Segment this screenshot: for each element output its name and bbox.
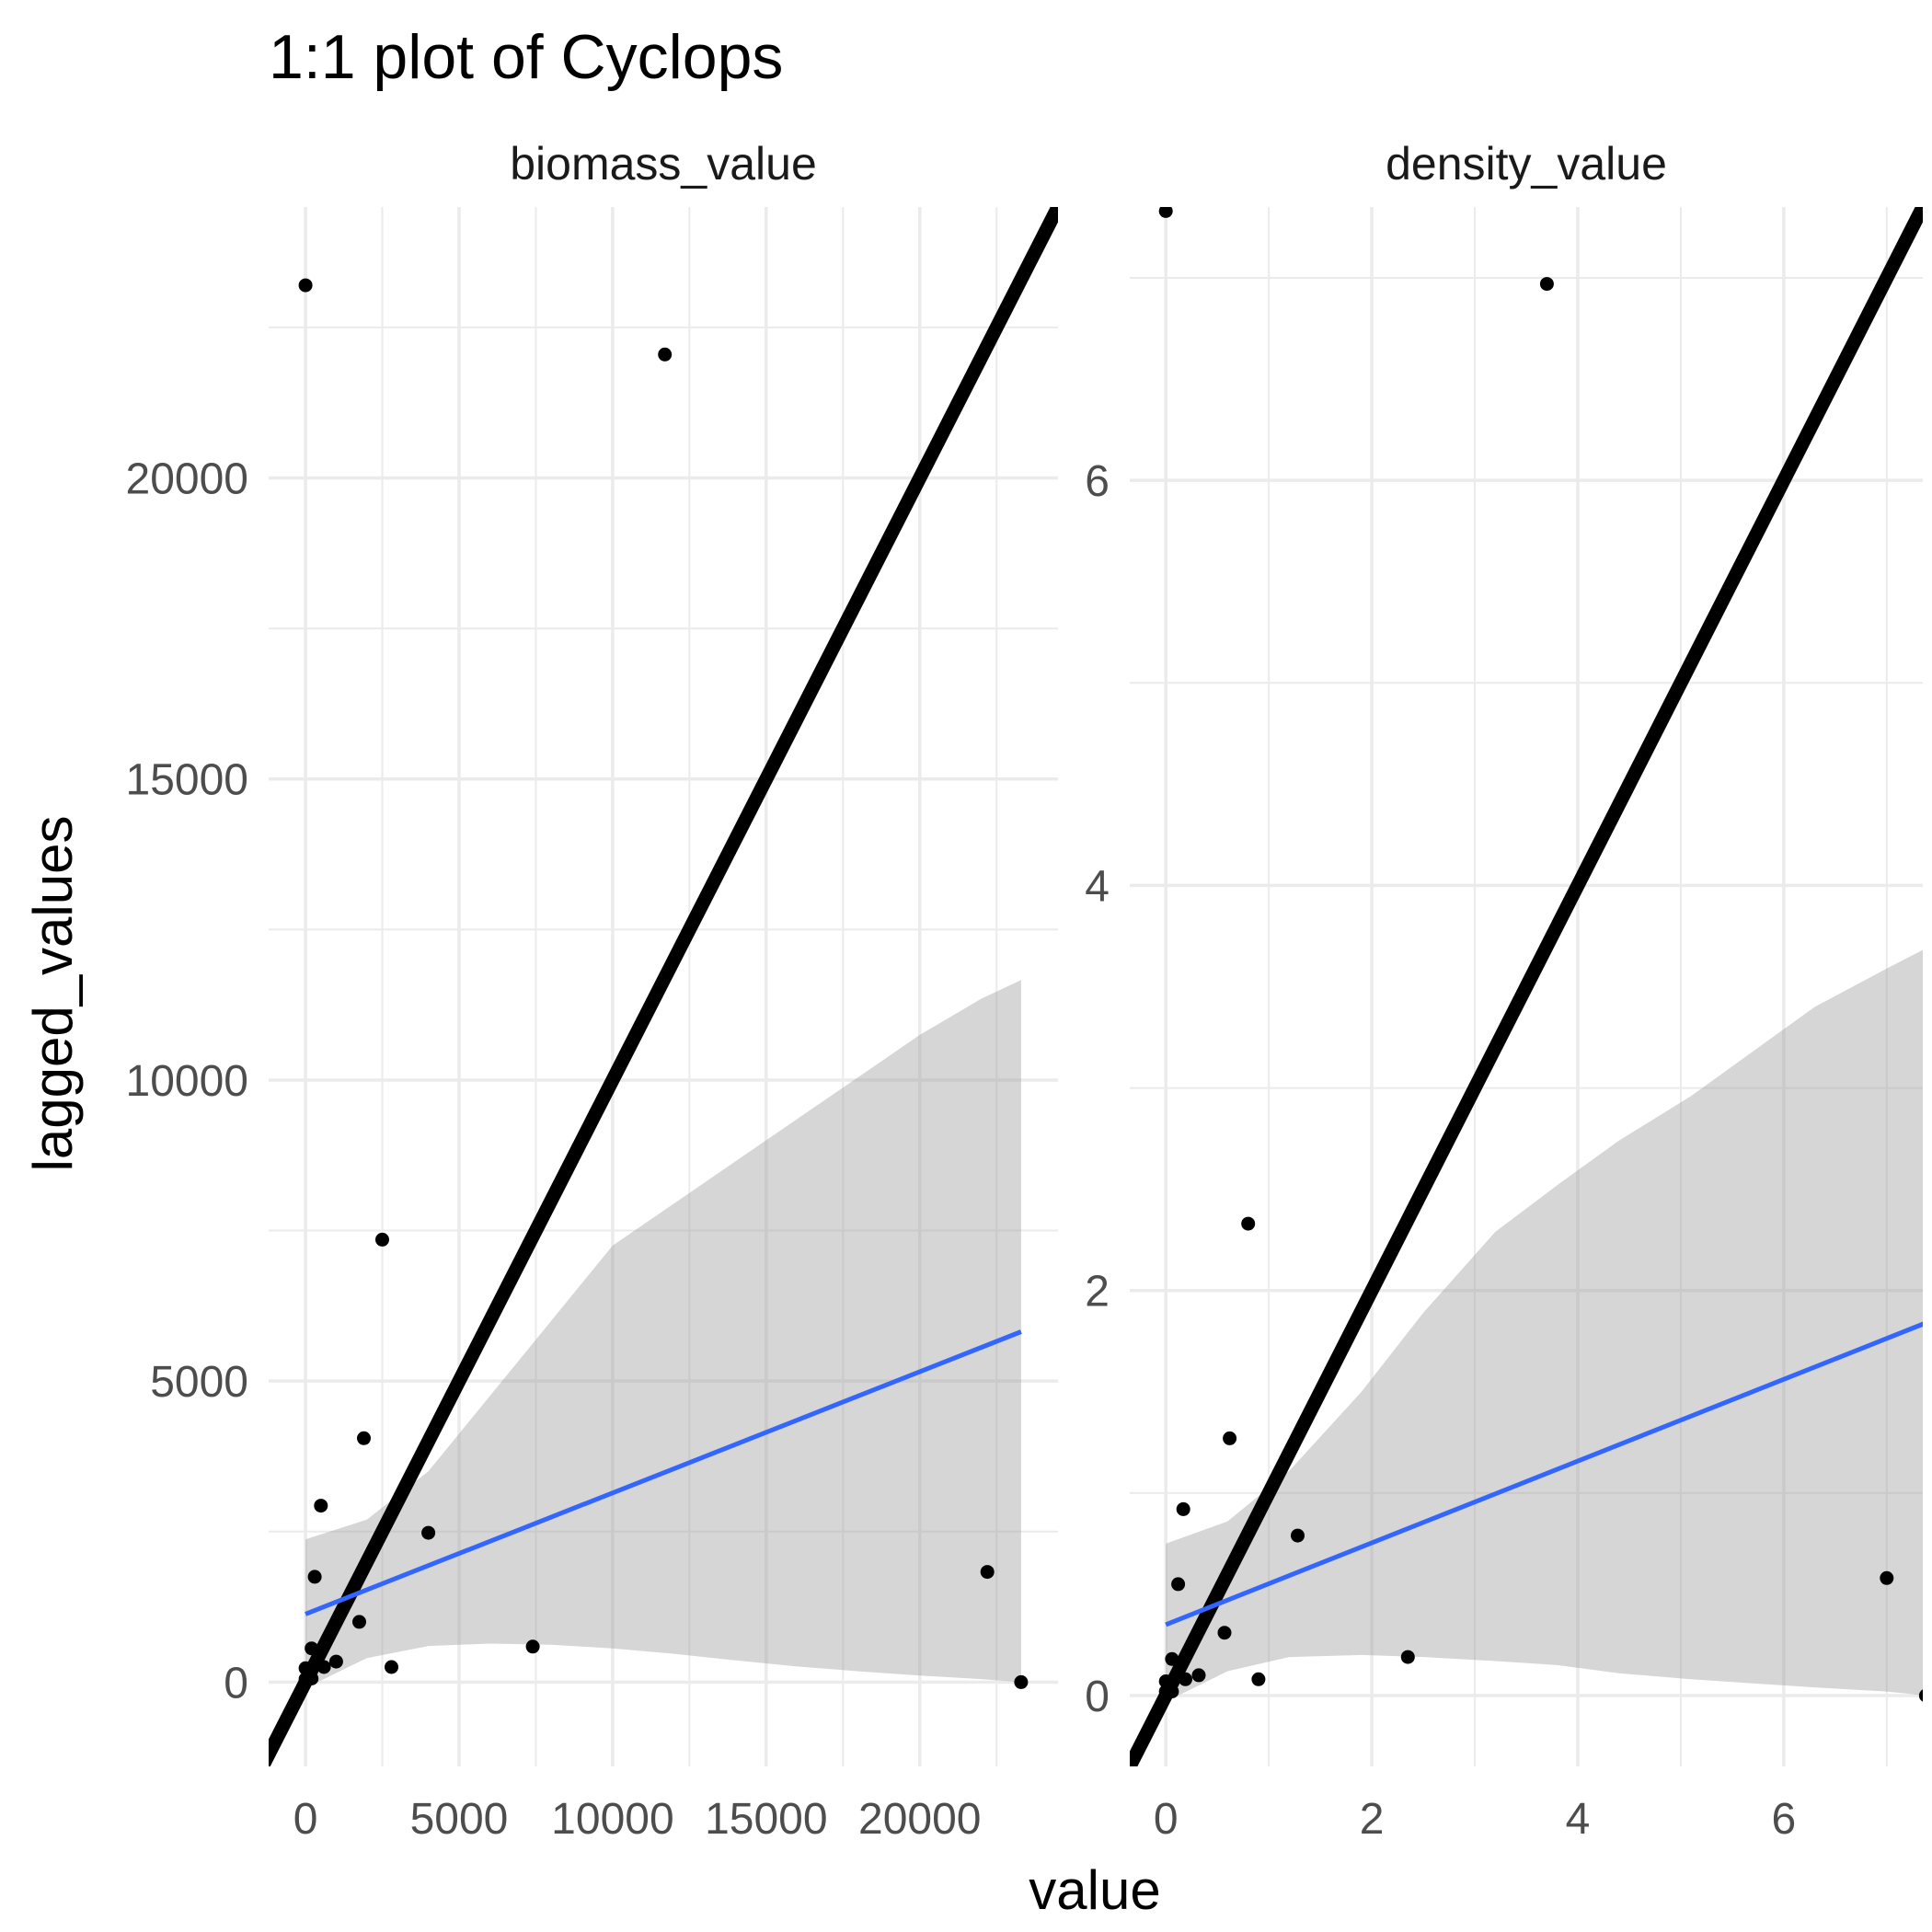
data-point bbox=[1918, 1689, 1923, 1702]
facets: biomass_value 0 5000 10000 15000 20000 0 5000 10… bbox=[126, 138, 1923, 1844]
data-point bbox=[357, 1431, 371, 1445]
chart-title: 1:1 plot of Cyclops bbox=[269, 22, 783, 92]
data-point bbox=[658, 347, 673, 362]
y-tick-label: 6 bbox=[1085, 457, 1110, 506]
data-point bbox=[1539, 277, 1554, 292]
data-point bbox=[1400, 1650, 1415, 1664]
x-tick-label: 2 bbox=[1360, 1795, 1385, 1844]
data-point bbox=[1171, 1577, 1186, 1592]
y-tick-label: 5000 bbox=[150, 1358, 248, 1407]
data-point bbox=[352, 1615, 366, 1629]
facet-strip-label: density_value bbox=[1386, 138, 1667, 190]
data-point bbox=[1014, 1674, 1029, 1689]
data-point bbox=[1241, 1216, 1256, 1231]
data-point bbox=[1176, 1501, 1190, 1516]
y-tick-label: 0 bbox=[224, 1659, 248, 1708]
y-tick-label: 4 bbox=[1085, 862, 1110, 911]
data-point bbox=[525, 1639, 540, 1654]
x-tick-label: 4 bbox=[1566, 1795, 1591, 1844]
x-tick-label: 5000 bbox=[410, 1795, 509, 1844]
data-point bbox=[1291, 1528, 1305, 1543]
x-tick-label: 6 bbox=[1772, 1795, 1797, 1844]
fit-line bbox=[1165, 1321, 1923, 1627]
data-point bbox=[1217, 1626, 1232, 1640]
data-point bbox=[328, 1654, 343, 1669]
y-tick-label: 15000 bbox=[126, 756, 248, 805]
panel-content bbox=[269, 207, 1058, 1766]
identity-line bbox=[269, 207, 1058, 1766]
y-axis-label: lagged_values bbox=[22, 816, 84, 1172]
data-point bbox=[314, 1499, 328, 1513]
y-tick-label: 10000 bbox=[126, 1057, 248, 1106]
x-tick-label: 0 bbox=[293, 1795, 318, 1844]
data-point bbox=[1223, 1431, 1237, 1445]
x-tick-label: 15000 bbox=[705, 1795, 827, 1844]
y-tick-label: 0 bbox=[1085, 1673, 1110, 1721]
y-tick-label: 2 bbox=[1085, 1268, 1110, 1317]
data-point bbox=[421, 1525, 436, 1540]
confidence-band bbox=[1166, 949, 1923, 1702]
panel-content bbox=[1130, 207, 1923, 1766]
data-point bbox=[1191, 1668, 1206, 1683]
facet-panel-biomass_value: biomass_value 0 5000 10000 15000 20000 0 5000 10… bbox=[126, 138, 1058, 1844]
x-axis-label: value bbox=[1029, 1859, 1160, 1921]
data-point bbox=[980, 1565, 995, 1580]
data-point bbox=[1251, 1672, 1266, 1686]
identity-line bbox=[1130, 207, 1923, 1766]
x-tick-label: 10000 bbox=[551, 1795, 673, 1844]
facet-panel-density_value: density_value 0 2 4 6 0 2 4 6 bbox=[1085, 138, 1923, 1844]
data-point bbox=[1158, 207, 1173, 218]
data-point bbox=[375, 1232, 389, 1247]
x-tick-label: 20000 bbox=[858, 1795, 981, 1844]
facet-strip-label: biomass_value bbox=[510, 138, 817, 190]
data-point bbox=[385, 1660, 398, 1674]
data-point bbox=[298, 278, 313, 293]
data-point bbox=[307, 1570, 322, 1584]
fit-line bbox=[305, 1329, 1022, 1616]
y-tick-label: 20000 bbox=[126, 454, 248, 503]
x-tick-label: 0 bbox=[1154, 1795, 1179, 1844]
confidence-band bbox=[305, 980, 1021, 1688]
data-point bbox=[1880, 1570, 1894, 1585]
